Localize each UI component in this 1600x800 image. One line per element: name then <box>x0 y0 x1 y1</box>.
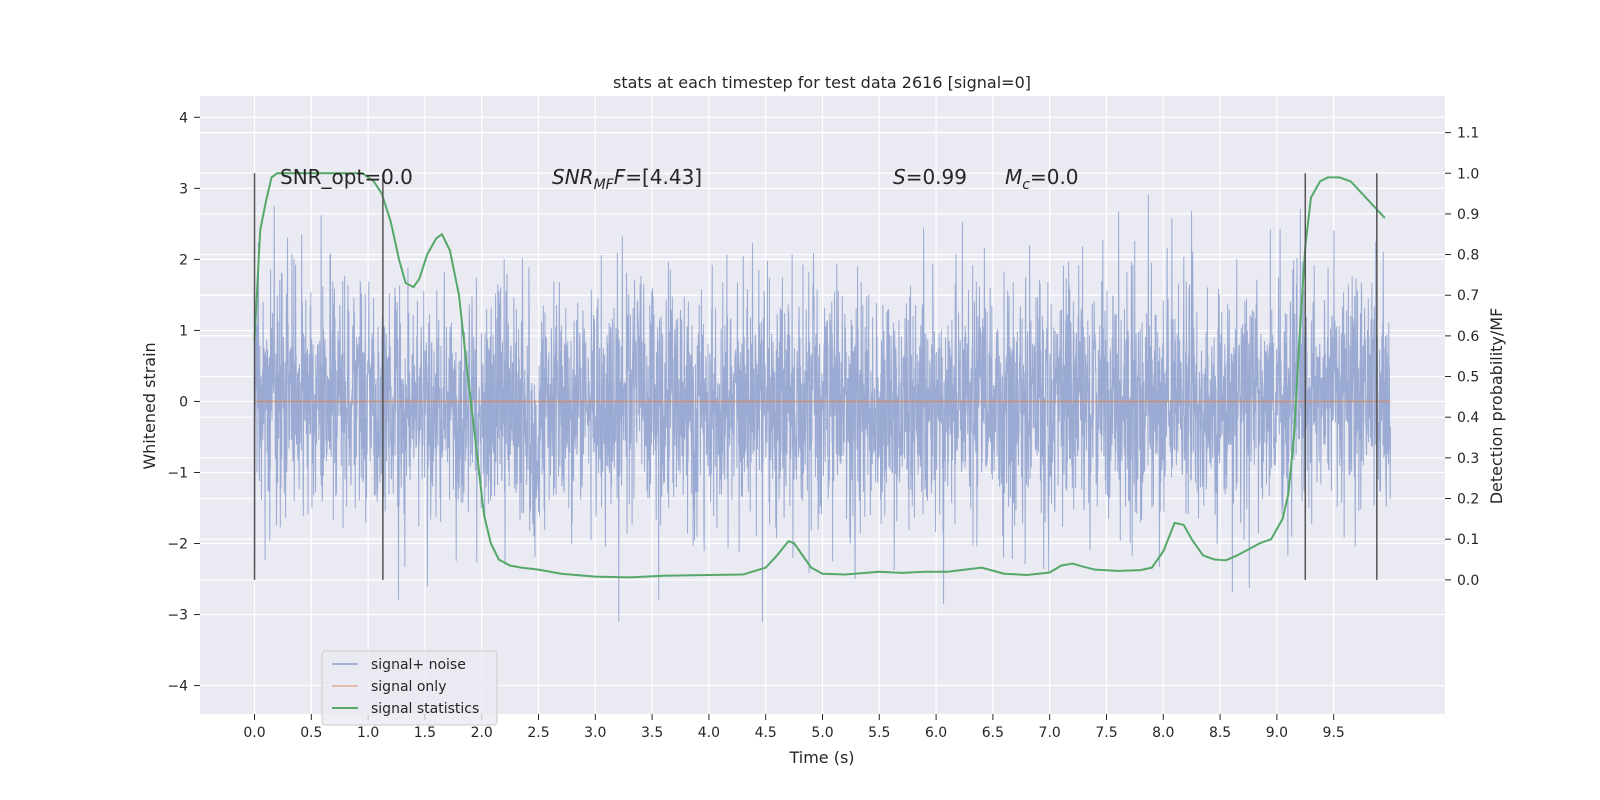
y-tick-label: 4 <box>179 110 188 126</box>
y-right-tick-label: 0.8 <box>1457 248 1479 264</box>
x-tick-label: 4.0 <box>698 725 720 741</box>
series-signal-noise-line <box>254 194 1391 623</box>
y-right-tick-label: 0.1 <box>1457 532 1479 548</box>
x-tick-label: 5.5 <box>868 725 890 741</box>
y-right-tick-label: 0.4 <box>1457 410 1479 426</box>
annotation-snr-mf-f: F <box>614 165 626 189</box>
x-tick-label: 9.0 <box>1266 725 1288 741</box>
y-right-tick-label: 0.7 <box>1457 288 1479 304</box>
x-tick-label: 9.5 <box>1323 725 1345 741</box>
x-tick-label: 3.0 <box>584 725 606 741</box>
y-tick-label: 0 <box>179 394 188 410</box>
y-right-tick-label: 1.0 <box>1457 166 1479 182</box>
annotation-snr-mf-value: =[4.43] <box>625 165 702 189</box>
y-tick-label: −3 <box>167 608 188 624</box>
annotation-snr-mf: SNRMFF=[4.43] <box>552 165 702 193</box>
x-tick-label: 6.5 <box>982 725 1004 741</box>
annotation-s: S=0.99 <box>893 165 967 189</box>
x-tick-label: 2.0 <box>471 725 493 741</box>
y-right-tick-label: 1.1 <box>1457 126 1479 142</box>
markers-layer <box>253 173 1378 580</box>
x-tick-label: 5.0 <box>811 725 833 741</box>
ticks-layer: 0.0 0.5 1.0 1.5 2.0 2.5 3.0 3.5 4.0 4.5 5.0 5.5 6.0 6… <box>167 110 1479 741</box>
annotation-mc-symbol: M <box>1005 165 1022 189</box>
y-tick-label: −1 <box>167 465 188 481</box>
legend-label-signal-only: signal only <box>371 679 446 695</box>
legend: signal+ noise signal only signal statist… <box>321 650 498 726</box>
legend-label-signal-statistics: signal statistics <box>371 701 479 717</box>
noise-layer <box>254 194 1391 623</box>
x-tick-label: 0.5 <box>300 725 322 741</box>
annotation-s-value: =0.99 <box>906 165 967 189</box>
y-right-axis-label: Detection probability/MF <box>1487 308 1506 505</box>
y-tick-label: −4 <box>167 679 188 695</box>
x-tick-label: 7.5 <box>1095 725 1117 741</box>
y-tick-label: 3 <box>179 181 188 197</box>
y-right-tick-label: 0.0 <box>1457 573 1479 589</box>
x-tick-label: 3.5 <box>641 725 663 741</box>
x-tick-label: 7.0 <box>1039 725 1061 741</box>
y-right-tick-label: 0.9 <box>1457 207 1479 223</box>
annotation-snr-opt: SNR_opt=0.0 <box>280 165 413 189</box>
annotation-snr-mf-sub: MF <box>594 177 615 193</box>
annotation-mc-value: =0.0 <box>1030 165 1079 189</box>
y-tick-label: 1 <box>179 323 188 339</box>
series-layer <box>253 172 1391 579</box>
annotation-s-symbol: S <box>893 165 906 189</box>
y-tick-label: −2 <box>167 537 188 553</box>
legend-box <box>321 650 498 726</box>
x-tick-label: 8.5 <box>1209 725 1231 741</box>
x-tick-label: 2.5 <box>527 725 549 741</box>
y-right-tick-label: 0.2 <box>1457 492 1479 508</box>
x-axis-label: Time (s) <box>788 748 854 767</box>
y-right-tick-label: 0.3 <box>1457 451 1479 467</box>
y-axis-label: Whitened strain <box>140 342 159 469</box>
annotation-mc: Mc=0.0 <box>1005 165 1079 193</box>
x-tick-label: 6.0 <box>925 725 947 741</box>
y-right-tick-label: 0.6 <box>1457 329 1479 345</box>
x-tick-label: 0.0 <box>243 725 265 741</box>
annotation-mc-sub: c <box>1022 177 1030 193</box>
annotation-snr-mf-symbol: SNR <box>552 165 594 189</box>
chart-title: stats at each timestep for test data 261… <box>613 73 1031 92</box>
y-tick-label: 2 <box>179 252 188 268</box>
legend-label-signal-noise: signal+ noise <box>371 657 466 673</box>
series-signal-statistics-line <box>253 172 1386 579</box>
x-tick-label: 1.5 <box>414 725 436 741</box>
x-tick-label: 4.5 <box>755 725 777 741</box>
x-tick-label: 1.0 <box>357 725 379 741</box>
x-tick-label: 8.0 <box>1152 725 1174 741</box>
y-right-tick-label: 0.5 <box>1457 370 1479 386</box>
